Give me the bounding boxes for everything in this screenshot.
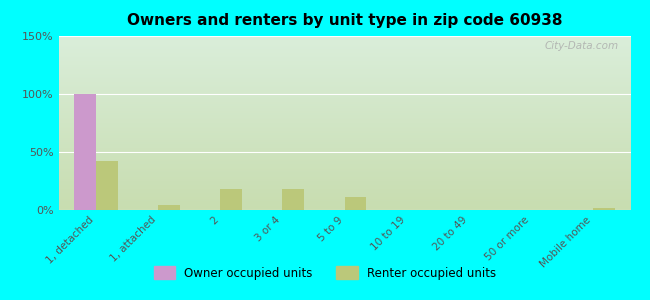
Title: Owners and renters by unit type in zip code 60938: Owners and renters by unit type in zip c…	[127, 13, 562, 28]
Bar	[282, 189, 304, 210]
Bar	[344, 197, 366, 210]
Legend: Owner occupied units, Renter occupied units: Owner occupied units, Renter occupied un…	[154, 266, 496, 280]
Bar	[593, 208, 615, 210]
Bar	[96, 161, 118, 210]
Text: City-Data.com: City-Data.com	[545, 41, 619, 51]
Bar	[158, 206, 180, 210]
Bar	[220, 189, 242, 210]
Bar	[74, 94, 96, 210]
